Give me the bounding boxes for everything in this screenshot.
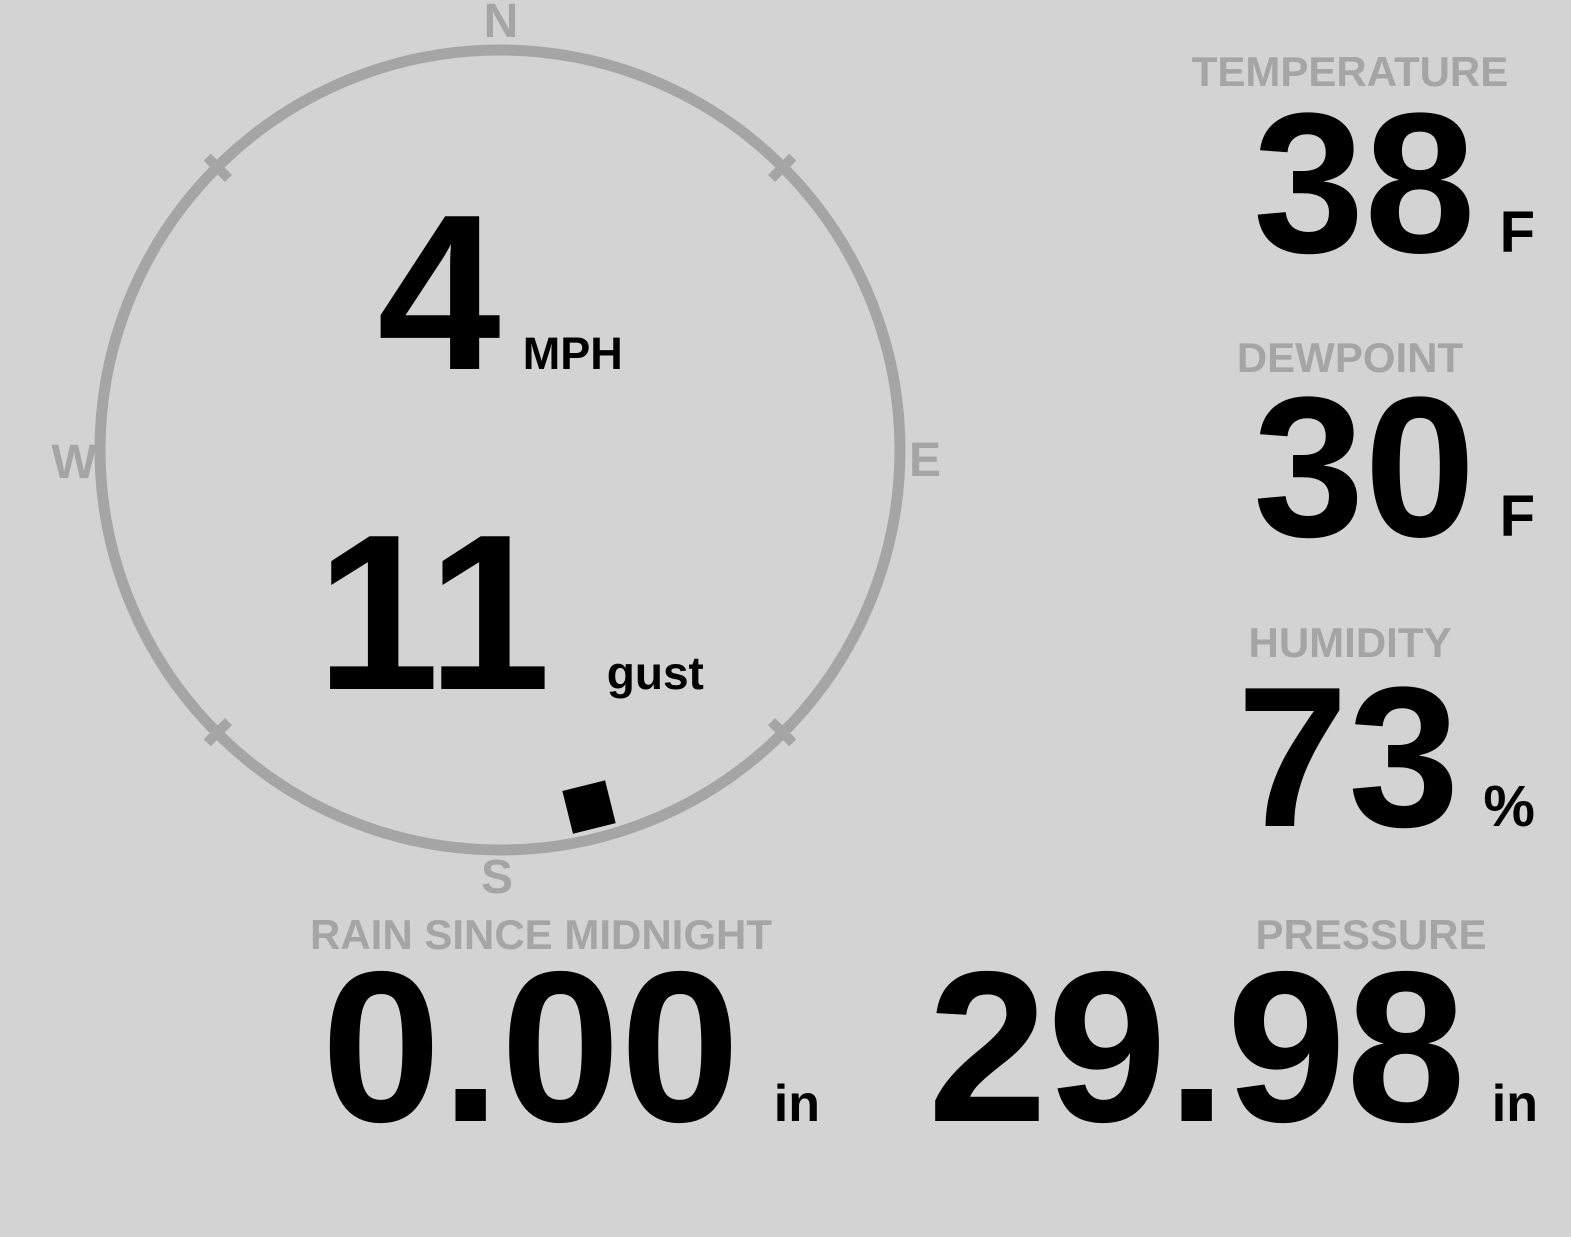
compass-circle — [94, 44, 906, 856]
pressure-unit: in — [1491, 1075, 1538, 1133]
pressure-row: 29.98 in — [928, 939, 1538, 1154]
compass-tick-ne — [767, 153, 797, 183]
temperature-row: 38 F — [1115, 84, 1535, 284]
wind-direction-marker — [562, 780, 616, 834]
rain-since-midnight-unit: in — [773, 1075, 820, 1133]
compass-tick-sw — [203, 717, 233, 747]
cardinal-south-label: S — [480, 851, 513, 904]
wind-speed-value: 4 — [377, 169, 501, 417]
rain-since-midnight-value: 0.00 — [321, 926, 740, 1167]
wind-gust-value: 11 — [316, 489, 551, 737]
rain-since-midnight-row: 0.00 in — [320, 939, 820, 1154]
cardinal-east-label: E — [908, 434, 941, 487]
humidity-label: HUMIDITY — [1248, 619, 1452, 666]
temperature-label: TEMPERATURE — [1191, 48, 1509, 95]
dewpoint-unit: F — [1499, 484, 1535, 549]
pressure-label: PRESSURE — [1255, 911, 1487, 958]
compass-tick-se — [767, 717, 797, 747]
dewpoint-label: DEWPOINT — [1236, 334, 1464, 381]
cardinal-north-label: N — [483, 0, 519, 48]
temperature-unit: F — [1499, 200, 1535, 265]
humidity-value: 73 — [1236, 646, 1460, 869]
compass-tick-nw — [203, 153, 233, 183]
dewpoint-row: 30 F — [1115, 368, 1535, 568]
humidity-row: 73 % — [1115, 658, 1535, 858]
wind-gust-row: 11 gust — [250, 502, 770, 724]
wind-compass-dial — [94, 44, 906, 856]
humidity-unit: % — [1483, 774, 1535, 839]
wind-speed-row: 4 MPH — [250, 182, 750, 404]
cardinal-west-label: W — [51, 436, 97, 489]
dewpoint-value: 30 — [1253, 356, 1476, 579]
rain-since-midnight-label: RAIN SINCE MIDNIGHT — [310, 911, 772, 958]
wind-gust-unit: gust — [606, 647, 704, 699]
pressure-value: 29.98 — [927, 926, 1466, 1167]
temperature-value: 38 — [1253, 72, 1476, 295]
wind-speed-unit: MPH — [522, 328, 623, 379]
